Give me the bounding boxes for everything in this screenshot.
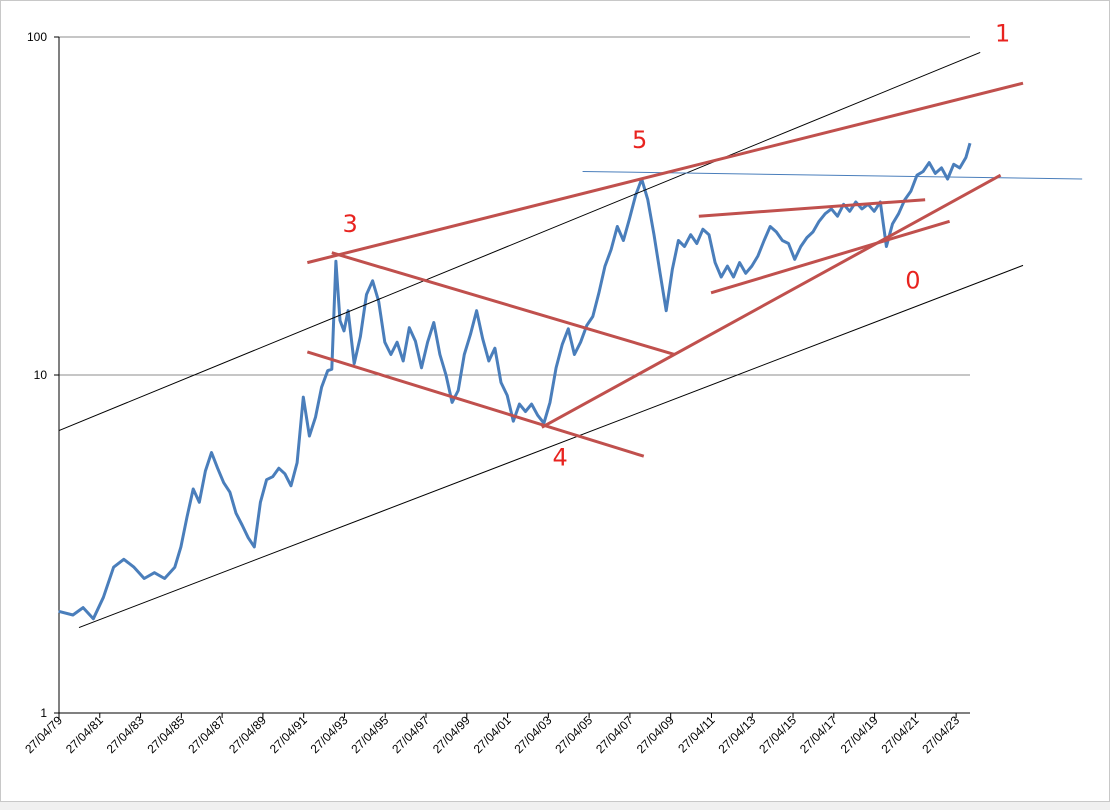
trendline-6 (306, 350, 645, 458)
wave-label-4: 4 (553, 443, 568, 471)
x-tick-label: 27/04/85 (145, 713, 188, 756)
x-tick-label: 27/04/11 (675, 713, 718, 756)
x-tick-label: 27/04/23 (919, 713, 962, 756)
trendline-8 (698, 198, 926, 218)
wave-label-1: 1 (995, 19, 1010, 47)
x-tick-label: 27/04/19 (838, 713, 881, 756)
x-tick-label: 27/04/13 (715, 713, 758, 756)
wave-label-0: 0 (905, 267, 920, 295)
x-tick-label: 27/04/17 (797, 713, 840, 756)
trendlines-layer (58, 52, 1083, 629)
axes (58, 37, 970, 714)
x-tick-label: 27/04/01 (471, 713, 514, 756)
x-tick-labels: 27/04/7927/04/8127/04/8327/04/8527/04/87… (22, 713, 962, 756)
wave-label-3: 3 (343, 210, 358, 238)
y-tick-labels: 100 10 1 (27, 30, 47, 720)
x-tick-label: 27/04/07 (593, 713, 636, 756)
y-tick-label: 10 (34, 368, 48, 382)
trendline-4 (306, 81, 1024, 265)
x-tick-label: 27/04/89 (226, 713, 269, 756)
x-tick-label: 27/04/99 (430, 713, 473, 756)
x-tick-label: 27/04/91 (267, 713, 310, 756)
x-tick-label: 27/04/15 (756, 713, 799, 756)
trendline-2 (78, 264, 1024, 629)
x-tick-label: 27/04/21 (879, 713, 922, 756)
trendline-1 (58, 52, 981, 431)
x-tick-label: 27/04/09 (634, 713, 677, 756)
x-tick-label: 27/04/93 (308, 713, 351, 756)
x-tick-label: 27/04/83 (104, 713, 147, 756)
y-tick-label: 1 (40, 706, 47, 720)
x-tick-label: 27/04/03 (512, 713, 555, 756)
series-layer (58, 142, 972, 621)
x-tick-label: 27/04/87 (185, 713, 228, 756)
x-tick-label: 27/04/81 (63, 713, 106, 756)
wave-label-5: 5 (632, 126, 647, 154)
grid-lines (54, 36, 970, 714)
trendline-5 (331, 251, 675, 356)
annotation-layer: 1 5 3 4 0 (343, 19, 1011, 471)
price-series-line (58, 142, 972, 621)
x-tick-label: 27/04/05 (552, 713, 595, 756)
x-tick-label: 27/04/97 (389, 713, 432, 756)
y-tick-label: 100 (27, 30, 47, 44)
trendline-9 (710, 219, 951, 295)
trendline-7 (541, 173, 1002, 429)
x-tick-label: 27/04/95 (348, 713, 391, 756)
